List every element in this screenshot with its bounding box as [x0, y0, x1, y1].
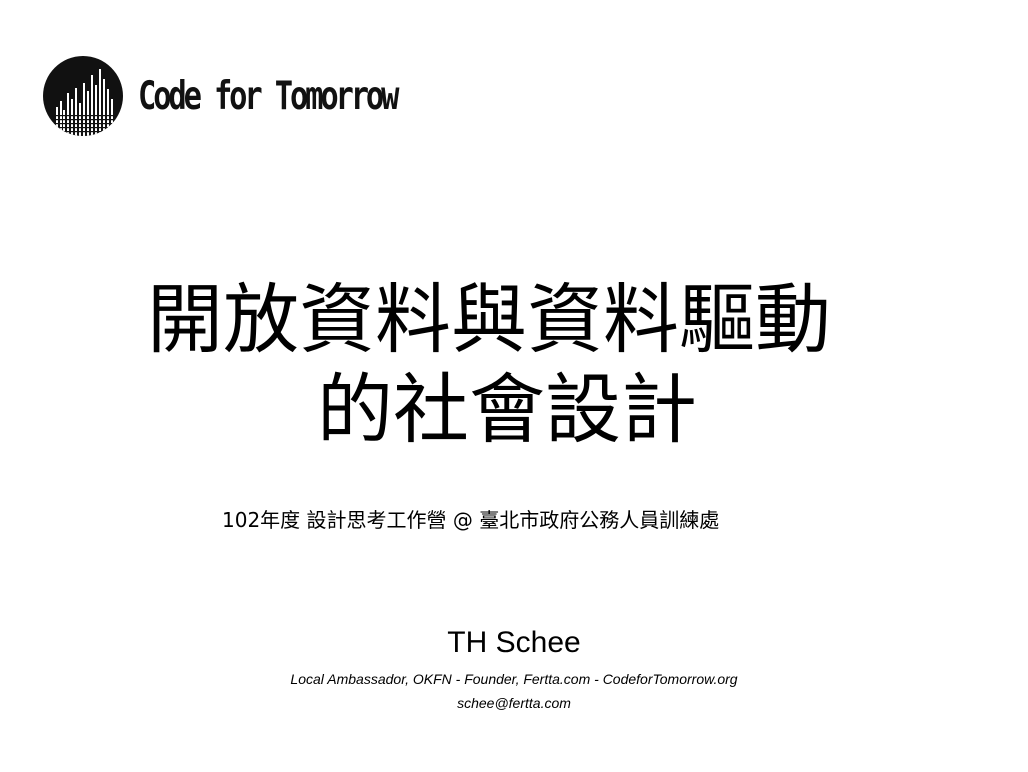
slide-title: 開放資料與資料驅動 的社會設計 [147, 275, 947, 455]
code-for-tomorrow-logo: Code for Tomorrow [42, 55, 469, 137]
author-email: schee@fertta.com [457, 695, 571, 711]
author-name: TH Schee [447, 626, 581, 659]
slide-subtitle: 102年度 設計思考工作營 @ 臺北市政府公務人員訓練處 [222, 508, 720, 532]
author-affiliation: Local Ambassador, OKFN - Founder, Fertta… [290, 671, 738, 687]
logo-wordmark: Code for Tomorrow [138, 73, 399, 119]
city-skyline-circle-icon [43, 56, 123, 136]
slide-title-line-1: 開放資料與資料驅動 [147, 275, 831, 364]
slide-title-line-2: 的社會設計 [317, 365, 697, 454]
